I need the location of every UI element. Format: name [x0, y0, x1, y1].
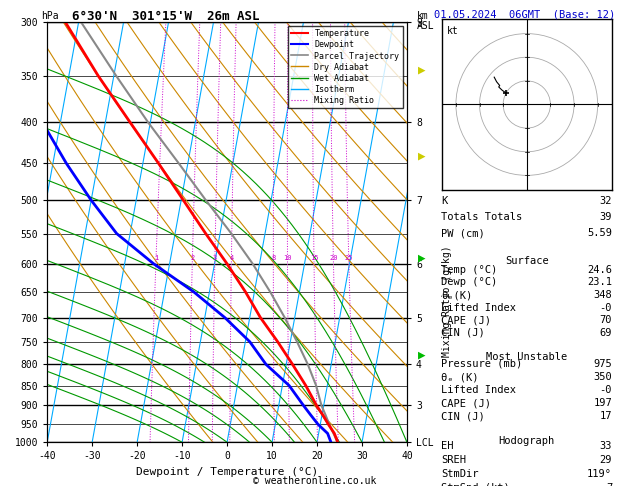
Text: 25: 25	[345, 255, 353, 261]
Text: 4: 4	[229, 255, 233, 261]
Text: 29: 29	[599, 455, 612, 465]
Text: CAPE (J): CAPE (J)	[442, 315, 491, 325]
Text: Temp (°C): Temp (°C)	[442, 265, 498, 275]
Text: 17: 17	[599, 412, 612, 421]
Text: 70: 70	[599, 315, 612, 325]
Text: 33: 33	[599, 441, 612, 451]
Text: K: K	[442, 196, 448, 206]
Text: Pressure (mb): Pressure (mb)	[442, 359, 523, 369]
Text: Hodograph: Hodograph	[499, 435, 555, 446]
Text: -0: -0	[599, 385, 612, 395]
Text: CIN (J): CIN (J)	[442, 328, 485, 338]
Text: 39: 39	[599, 212, 612, 222]
Text: CIN (J): CIN (J)	[442, 412, 485, 421]
Text: 69: 69	[599, 328, 612, 338]
Text: θₑ (K): θₑ (K)	[442, 372, 479, 382]
Text: 20: 20	[329, 255, 338, 261]
Text: 348: 348	[593, 290, 612, 300]
Text: kt: kt	[447, 26, 459, 36]
Text: Most Unstable: Most Unstable	[486, 352, 567, 362]
Text: 3: 3	[213, 255, 217, 261]
Text: km: km	[416, 12, 428, 21]
Text: ▶: ▶	[418, 64, 426, 77]
Text: 23.1: 23.1	[587, 278, 612, 287]
Text: 119°: 119°	[587, 469, 612, 479]
Text: ▶: ▶	[418, 251, 426, 264]
Text: 15: 15	[309, 255, 318, 261]
Text: 5.59: 5.59	[587, 228, 612, 238]
Text: 24.6: 24.6	[587, 265, 612, 275]
Text: 197: 197	[593, 399, 612, 408]
Text: 975: 975	[593, 359, 612, 369]
Text: 01.05.2024  06GMT  (Base: 12): 01.05.2024 06GMT (Base: 12)	[434, 10, 615, 20]
Text: ASL: ASL	[416, 21, 434, 31]
Text: StmSpd (kt): StmSpd (kt)	[442, 483, 510, 486]
Text: PW (cm): PW (cm)	[442, 228, 485, 238]
Text: 32: 32	[599, 196, 612, 206]
Text: θₑ(K): θₑ(K)	[442, 290, 472, 300]
Text: 1: 1	[154, 255, 158, 261]
Text: Surface: Surface	[505, 256, 548, 266]
Text: SREH: SREH	[442, 455, 467, 465]
Text: CAPE (J): CAPE (J)	[442, 399, 491, 408]
Text: Lifted Index: Lifted Index	[442, 385, 516, 395]
Text: © weatheronline.co.uk: © weatheronline.co.uk	[253, 476, 376, 486]
Text: Mixing Ratio (g/kg): Mixing Ratio (g/kg)	[442, 245, 452, 357]
Text: hPa: hPa	[41, 12, 58, 21]
Text: ▶: ▶	[418, 149, 426, 162]
Text: Totals Totals: Totals Totals	[442, 212, 523, 222]
Text: StmDir: StmDir	[442, 469, 479, 479]
Legend: Temperature, Dewpoint, Parcel Trajectory, Dry Adiabat, Wet Adiabat, Isotherm, Mi: Temperature, Dewpoint, Parcel Trajectory…	[288, 26, 403, 108]
Text: 10: 10	[283, 255, 292, 261]
Text: 8: 8	[271, 255, 276, 261]
Text: 350: 350	[593, 372, 612, 382]
Text: ▶: ▶	[418, 348, 426, 361]
Text: 6°30'N  301°15'W  26m ASL: 6°30'N 301°15'W 26m ASL	[72, 10, 260, 23]
Text: Lifted Index: Lifted Index	[442, 303, 516, 312]
Text: EH: EH	[442, 441, 454, 451]
Text: Dewp (°C): Dewp (°C)	[442, 278, 498, 287]
Text: -0: -0	[599, 303, 612, 312]
Text: 7: 7	[606, 483, 612, 486]
X-axis label: Dewpoint / Temperature (°C): Dewpoint / Temperature (°C)	[136, 467, 318, 477]
Text: 2: 2	[190, 255, 194, 261]
